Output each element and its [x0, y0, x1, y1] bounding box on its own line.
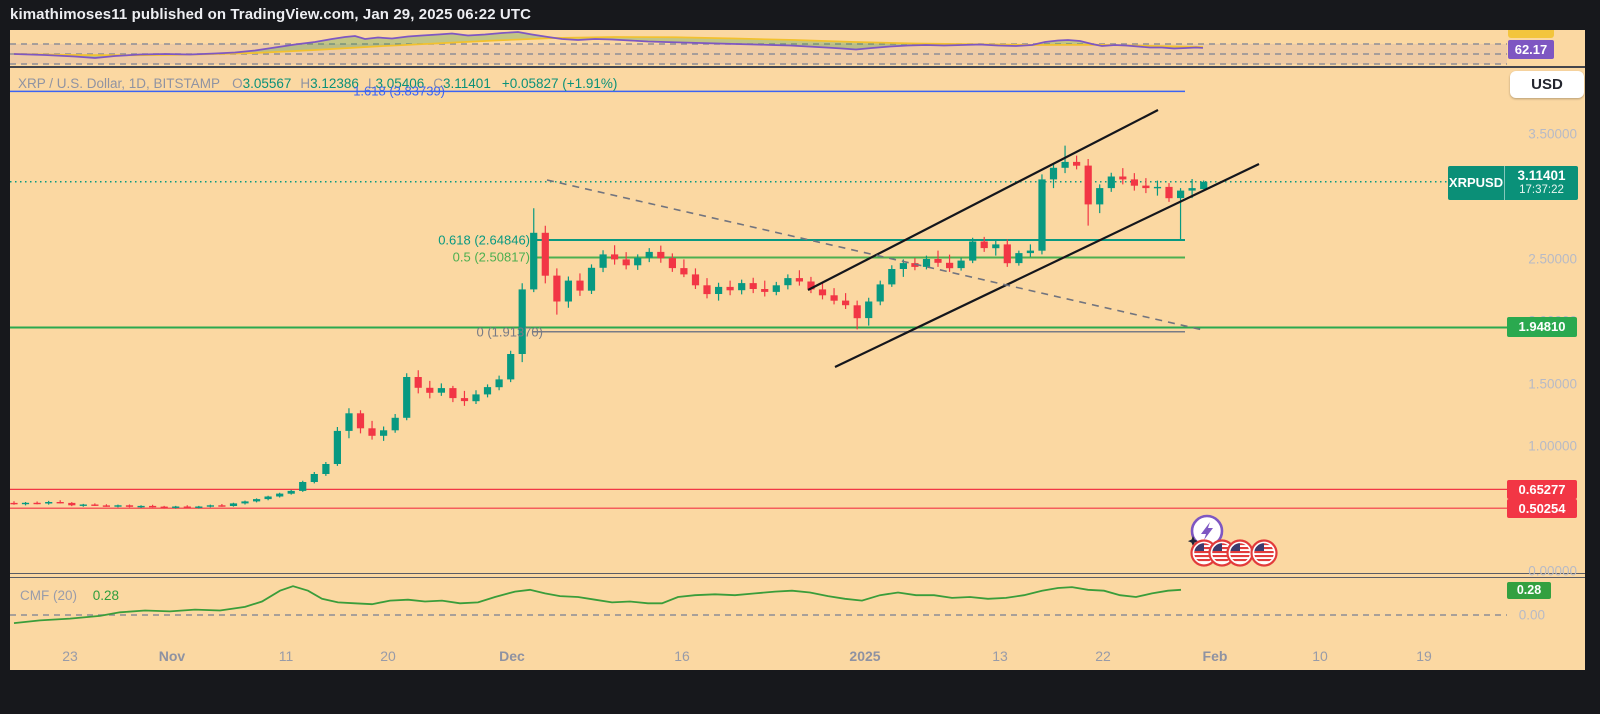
- cmf-indicator-header[interactable]: CMF (20) 0.28: [20, 588, 119, 603]
- fib-level-label: 0 (1.91370): [476, 324, 544, 340]
- price-scale-label: 1.00000: [1528, 438, 1577, 454]
- us-flag-event-icon[interactable]: [1250, 539, 1278, 567]
- horizontal-level-lines[interactable]: [10, 326, 1507, 509]
- fib-level-label: 1.618 (3.83739): [353, 83, 445, 99]
- pane-separator[interactable]: [10, 573, 1585, 578]
- symbol-title[interactable]: XRP / U.S. Dollar, 1D, BITSTAMP: [18, 76, 221, 91]
- pane-separator[interactable]: [10, 66, 1585, 68]
- cmf-scale-label: 0.00: [1518, 607, 1545, 623]
- time-axis-label: 22: [1095, 648, 1111, 664]
- rsi-indicator: [10, 31, 1507, 65]
- cmf-indicator-name: CMF (20): [20, 588, 77, 603]
- ohlc-close: C3.11401: [433, 76, 491, 91]
- rsi-ma-badge-clipped: [1508, 30, 1554, 38]
- cmf-indicator: [10, 585, 1507, 624]
- time-axis-label: 23: [62, 648, 78, 664]
- time-axis-label: 11: [278, 648, 294, 664]
- price-scale-label: 1.50000: [1528, 376, 1577, 391]
- cmf-value-badge: 0.28: [1507, 582, 1551, 599]
- candlestick-series: [10, 145, 1208, 509]
- change-value: +0.05827 (+1.91%): [501, 76, 618, 91]
- cmf-pane-background: [10, 578, 1585, 670]
- time-axis-label: 16: [674, 648, 690, 664]
- bar-countdown: 17:37:22: [1519, 184, 1564, 196]
- fib-level-label: 0.618 (2.64846): [438, 232, 530, 248]
- last-price-symbol-label: XRPUSD: [1448, 166, 1505, 200]
- time-axis-label: 20: [380, 648, 396, 664]
- price-scale-label: 2.50000: [1528, 251, 1577, 266]
- level-badge-1-94810: 1.94810: [1507, 317, 1577, 337]
- currency-toggle-button[interactable]: USD: [1510, 71, 1584, 98]
- symbol-header: XRP / U.S. Dollar, 1D, BITSTAMP O3.05567…: [18, 76, 617, 91]
- time-axis-label: Nov: [158, 648, 186, 664]
- time-axis-label: 2025: [849, 648, 881, 664]
- price-scale-label: 3.50000: [1528, 126, 1577, 141]
- ohlc-high: H3.12386: [300, 76, 359, 91]
- time-axis-label: Dec: [499, 648, 525, 664]
- price-scale-label: 0.00000: [1528, 563, 1577, 579]
- fib-retracement-drawing[interactable]: [10, 90, 1185, 333]
- attribution-bar: kimathimoses11 published on TradingView.…: [0, 0, 1600, 30]
- alert-badge-0-65277: 0.65277: [1507, 480, 1577, 499]
- time-axis-label: 10: [1312, 648, 1328, 664]
- last-price-box: 3.11401 17:37:22: [1505, 166, 1578, 200]
- ohlc-low: L3.05406: [367, 76, 425, 91]
- alert-badge-0-50254: 0.50254: [1507, 499, 1577, 518]
- us-flag-event-icon[interactable]: [1226, 539, 1254, 567]
- last-price-value: 3.11401: [1517, 168, 1566, 183]
- last-price-badge: XRPUSD 3.11401 17:37:22: [1448, 166, 1578, 200]
- cmf-indicator-value: 0.28: [92, 588, 120, 603]
- fib-level-label: 0.5 (2.50817): [452, 249, 530, 265]
- ohlc-open: O3.05567: [232, 76, 292, 91]
- trendline-drawings[interactable]: [546, 109, 1260, 368]
- attribution-text: kimathimoses11 published on TradingView.…: [10, 6, 532, 23]
- time-axis-label: Feb: [1202, 648, 1228, 664]
- footer-bar: TradingView: [0, 670, 1600, 714]
- time-axis-label: 13: [992, 648, 1008, 664]
- time-axis-label: 19: [1416, 648, 1432, 664]
- rsi-value-badge: 62.17: [1508, 40, 1554, 59]
